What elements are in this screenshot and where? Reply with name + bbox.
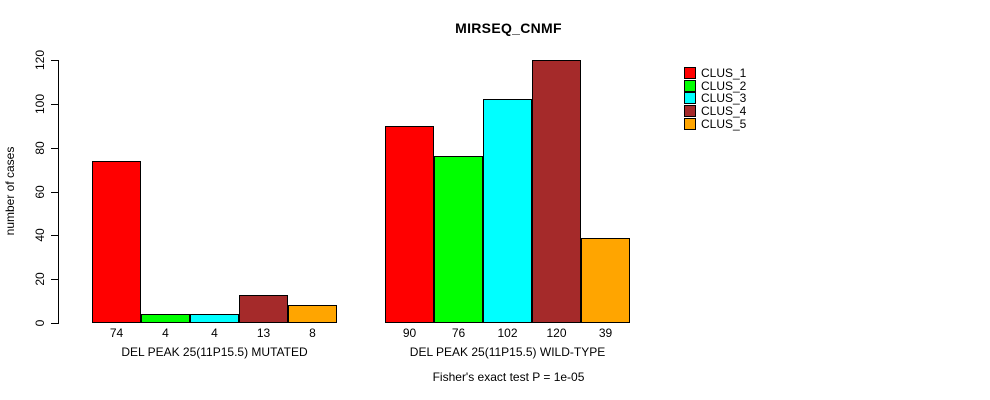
category-label: DEL PEAK 25(11P15.5) WILD-TYPE <box>409 345 606 359</box>
category-label: DEL PEAK 25(11P15.5) MUTATED <box>121 345 308 359</box>
bar-clus_5-group2 <box>581 238 630 323</box>
y-tick-mark <box>51 148 58 149</box>
y-tick-mark <box>51 235 58 236</box>
legend-entry: CLUS_1 <box>684 67 746 80</box>
legend-entry: CLUS_5 <box>684 117 746 130</box>
legend-entry: CLUS_4 <box>684 105 746 118</box>
bar-value-label: 76 <box>451 326 466 340</box>
legend-swatch-clus_4 <box>684 105 696 118</box>
bar-clus_4-group2 <box>532 60 581 323</box>
legend-entry: CLUS_3 <box>684 92 746 105</box>
legend-swatch-clus_3 <box>684 92 696 105</box>
bar-clus_1-group2 <box>385 126 434 323</box>
legend-label: CLUS_5 <box>701 116 747 131</box>
bar-clus_2-group1 <box>141 314 190 323</box>
legend-swatch-clus_1 <box>684 67 696 80</box>
y-tick-mark <box>51 192 58 193</box>
legend-entry: CLUS_2 <box>684 78 747 93</box>
bar-clus_3-group1 <box>190 314 239 323</box>
bar-value-label: 90 <box>402 326 417 340</box>
bar-value-label: 39 <box>598 326 613 340</box>
bar-value-label: 120 <box>546 326 567 340</box>
bar-clus_2-group2 <box>434 156 483 323</box>
bar-value-label: 74 <box>109 326 124 340</box>
y-tick-mark <box>51 60 58 61</box>
bar-clus_5-group1 <box>288 305 337 323</box>
y-tick-mark <box>51 104 58 105</box>
legend-label: CLUS_1 <box>701 66 747 81</box>
bar-value-label: 13 <box>256 326 271 340</box>
y-tick-label: 40 <box>33 228 47 242</box>
bar-clus_3-group2 <box>483 99 532 323</box>
y-tick-label: 20 <box>33 272 47 286</box>
bar-clus_4-group1 <box>239 295 288 323</box>
y-tick-label: 60 <box>33 185 47 199</box>
y-tick-label: 0 <box>33 319 47 327</box>
y-tick-mark <box>51 323 58 324</box>
bar-value-label: 4 <box>162 326 169 340</box>
bar-clus_1-group1 <box>92 161 141 323</box>
y-tick-label: 100 <box>33 93 47 115</box>
chart-title: MIRSEQ_CNMF <box>455 20 562 36</box>
legend-label: CLUS_3 <box>701 91 747 106</box>
bar-value-label: 102 <box>497 326 518 340</box>
legend-swatch-clus_2 <box>684 79 696 92</box>
bar-value-label: 4 <box>211 326 218 340</box>
bar-value-label: 8 <box>309 326 316 340</box>
legend-label: CLUS_2 <box>701 78 747 93</box>
annotation-text: Fisher's exact test P = 1e-05 <box>432 370 585 384</box>
y-tick-mark <box>51 279 58 280</box>
legend-swatch-clus_5 <box>684 117 696 130</box>
legend: CLUS_1 CLUS_2 CLUS_3 CLUS_4 CLUS_5 <box>684 67 746 130</box>
y-tick-label: 80 <box>33 141 47 155</box>
legend-label: CLUS_4 <box>701 104 747 119</box>
y-tick-label: 120 <box>33 49 47 71</box>
y-axis-label: number of cases <box>3 146 17 236</box>
y-axis <box>58 60 59 324</box>
